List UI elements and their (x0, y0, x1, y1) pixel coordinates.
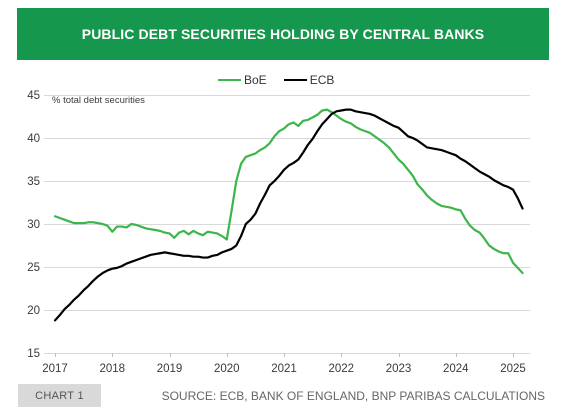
x-tick-label: 2023 (386, 363, 412, 375)
legend: BoE ECB (218, 72, 334, 88)
x-tick-label: 2021 (271, 363, 297, 375)
x-tick-label: 2018 (99, 363, 125, 375)
y-tick-label: 25 (27, 262, 40, 274)
legend-item-ecb: ECB (283, 73, 335, 87)
series-line-boe (53, 108, 524, 275)
y-tick-label: 45 (27, 90, 40, 102)
y-tick-label: 15 (27, 348, 40, 360)
chart-number-label: CHART 1 (35, 389, 84, 402)
y-tick-label: 20 (27, 305, 40, 317)
legend-label-boe: BoE (244, 73, 267, 87)
legend-swatch-boe (218, 78, 241, 82)
series-line-ecb (53, 108, 524, 322)
legend-swatch-ecb (283, 78, 307, 82)
y-tick-label: 30 (27, 219, 40, 231)
x-tick-label: 2019 (157, 363, 183, 375)
x-tick-label: 2022 (328, 363, 354, 375)
chart-number-badge: CHART 1 (18, 384, 101, 407)
y-axis-label: % total debt securities (52, 95, 145, 106)
chart-title: PUBLIC DEBT SECURITIES HOLDING BY CENTRA… (81, 26, 485, 42)
y-tick-label: 35 (27, 176, 40, 188)
source-note: SOURCE: ECB, BANK OF ENGLAND, BNP PARIBA… (161, 389, 545, 403)
y-tick-label: 40 (27, 133, 40, 145)
chart-title-banner: PUBLIC DEBT SECURITIES HOLDING BY CENTRA… (17, 8, 549, 60)
series-lines (53, 108, 524, 322)
x-tick-label: 2020 (214, 363, 240, 375)
x-tick-label: 2025 (500, 363, 526, 375)
gridlines (44, 95, 530, 354)
legend-item-boe: BoE (218, 73, 267, 87)
legend-label-ecb: ECB (309, 73, 335, 87)
x-tick-label: 2024 (443, 363, 469, 375)
x-tick-label: 2017 (42, 363, 68, 375)
